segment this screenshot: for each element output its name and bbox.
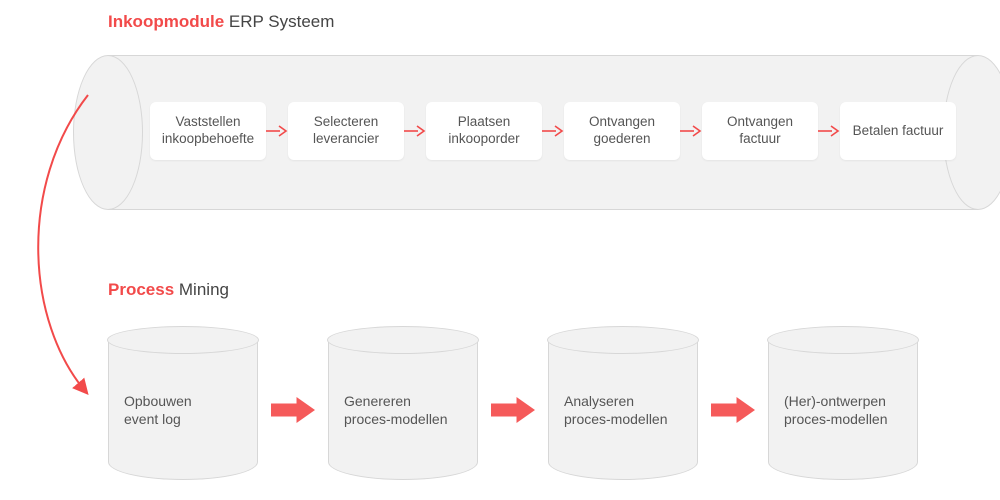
connector-arrow: [0, 0, 1000, 500]
